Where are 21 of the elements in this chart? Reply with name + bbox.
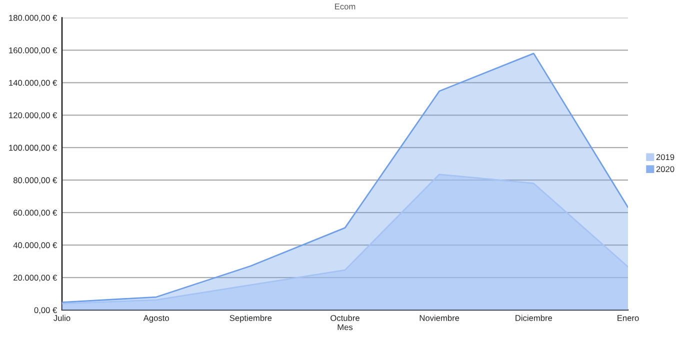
y-tick-label: 120.000,00 € [9, 112, 58, 120]
y-tick-label: 20.000,00 € [14, 274, 58, 282]
y-tick-label: 40.000,00 € [13, 242, 58, 250]
y-tick-label: 140.000,00 € [9, 80, 58, 87]
x-axis-title: Mes [338, 324, 353, 330]
y-tick-label: 160.000,00 € [9, 47, 58, 54]
x-tick-label: Enero [618, 315, 639, 321]
legend-label: 2019 [656, 154, 674, 160]
x-tick-label: Agosto [143, 315, 169, 323]
x-tick-label: Octubre [330, 314, 360, 321]
y-tick-label: 100.000,00 € [9, 144, 58, 152]
y-tick-label: 60.000,00 € [14, 210, 58, 217]
x-tick-label: Diciembre [516, 314, 552, 321]
y-tick-label: 80.000,00 € [13, 177, 58, 184]
x-tick-label: Julio [54, 314, 70, 321]
y-tick-label: 180.000,00 € [9, 14, 58, 22]
legend-label: 2020 [656, 166, 674, 172]
chart-title: Ecom [335, 4, 356, 10]
x-tick-label: Noviembre [420, 314, 460, 321]
y-tick-label: 0,00 € [34, 307, 58, 314]
x-tick-label: Septiembre [230, 314, 272, 323]
